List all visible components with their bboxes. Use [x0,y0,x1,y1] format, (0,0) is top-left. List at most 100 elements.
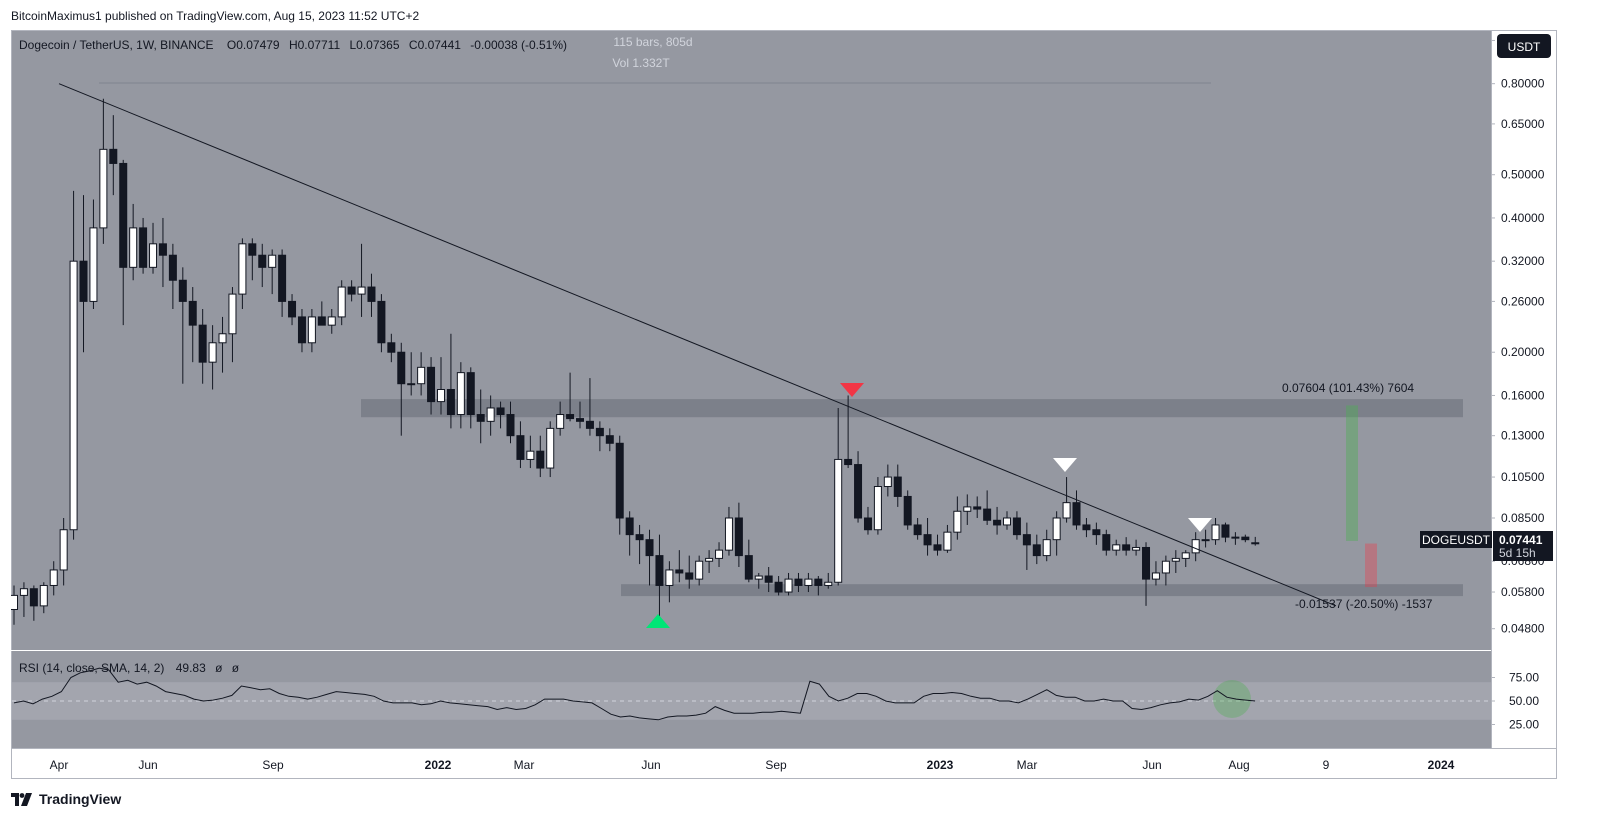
candle-up [1052,511,1061,556]
price-pane-bg [12,31,1491,650]
price-tick-label: 0.08500 [1501,511,1545,525]
candle-body [804,578,813,586]
price-tick-label: 0.32000 [1501,254,1545,268]
candle-body [953,510,962,533]
time-tick-label: 2024 [1428,758,1455,772]
price-tick-label: 0.50000 [1501,168,1545,182]
rsi-tick-label: 50.00 [1509,694,1539,708]
rsi-tick-label: 75.00 [1509,671,1539,685]
candle-up [873,477,882,535]
candle-body [436,388,445,403]
candle-up [89,199,98,310]
candle-down [863,506,872,535]
attribution-text: BitcoinMaximus1 published on TradingView… [11,9,420,23]
candle-up [1112,539,1121,556]
candle-body [1122,544,1131,551]
candle-up [69,190,78,540]
candle-body [377,300,386,344]
price-tick-label: 0.65000 [1501,117,1545,131]
upside-projection-label: 0.07604 (101.43%) 7604 [1282,381,1414,395]
candle-down [566,372,575,422]
candle-body [1181,552,1190,559]
candle-body [69,260,78,531]
candle-up [436,357,445,415]
candle-down [158,217,167,288]
candle-body [933,544,942,551]
candle-down [983,490,992,525]
candle-body [258,254,267,268]
tradingview-brand: TradingView [39,791,122,807]
candle-body [784,578,793,593]
candle-down [258,243,267,288]
candle-down [744,539,753,583]
candle-body [407,383,416,386]
candle-body [566,414,575,420]
candle-body [1161,560,1170,574]
candle-up [456,362,465,429]
candle-body [466,372,475,416]
candle-down [993,506,1002,535]
candle-body [754,575,763,580]
candle-body [218,333,227,344]
tradingview-logo[interactable]: TradingView [11,791,121,807]
candle-body [158,243,167,256]
candle-down [109,115,118,196]
candle-body [1072,502,1081,526]
candle-down [198,309,207,384]
candle-up [1231,532,1240,545]
candle-down [685,555,694,589]
candle-body [1112,544,1121,551]
candle-body [268,254,277,268]
candle-up [39,582,48,614]
candle-body [19,588,28,596]
candle-body [526,450,535,460]
candle-body [824,581,833,586]
candle-up [546,421,555,478]
candle-body [208,342,217,363]
descending-trendline [58,83,1337,607]
candle-body [1003,517,1011,526]
candle-down [635,524,644,565]
price-tick-label: 0.10500 [1501,470,1545,484]
candle-up [824,572,833,589]
rsi-label[interactable]: RSI (14, close, SMA, 14, 2) [19,661,164,675]
currency-button[interactable]: USDT [1497,34,1551,58]
candle-body [109,148,118,164]
candle-body [655,555,664,586]
candle-body [49,569,58,586]
symbol-title[interactable]: Dogecoin / TetherUS, 1W, BINANCE [19,38,214,52]
candle-down [397,342,406,436]
time-tick-label: 2022 [425,758,452,772]
candle-down [595,421,604,452]
candle-down [496,401,505,429]
candle-body [327,316,336,326]
candle-body [943,531,952,551]
bottom-marker-green [646,614,670,628]
close-value: 0.07441 [418,38,462,52]
candle-body [595,427,604,437]
high-value: 0.07711 [298,38,341,52]
candle-body [774,581,783,593]
candle-body [476,414,485,422]
candle-body [834,458,843,583]
candle-down [734,502,743,568]
bars-info: 115 bars, 805d [613,35,692,49]
candle-body [585,420,594,429]
candle-body [873,486,882,531]
time-tick-label: 2023 [927,758,954,772]
candle-body [1151,572,1160,580]
candle-down [1102,529,1111,556]
candle-body [546,427,555,469]
candle-up [784,572,793,596]
candle-down [387,333,396,363]
candle-up [834,407,843,586]
upside-target-bar [1346,405,1358,541]
candle-down [377,294,386,353]
time-tick-label: Aug [1228,758,1249,772]
rsi-line [13,667,1256,721]
candle-body [496,407,505,416]
candle-body [456,372,465,416]
open-label: O [227,38,236,52]
price-chart[interactable]: 1.000000.800000.650000.500000.400000.320… [11,30,1557,779]
price-tick-label: 0.13000 [1501,429,1545,443]
